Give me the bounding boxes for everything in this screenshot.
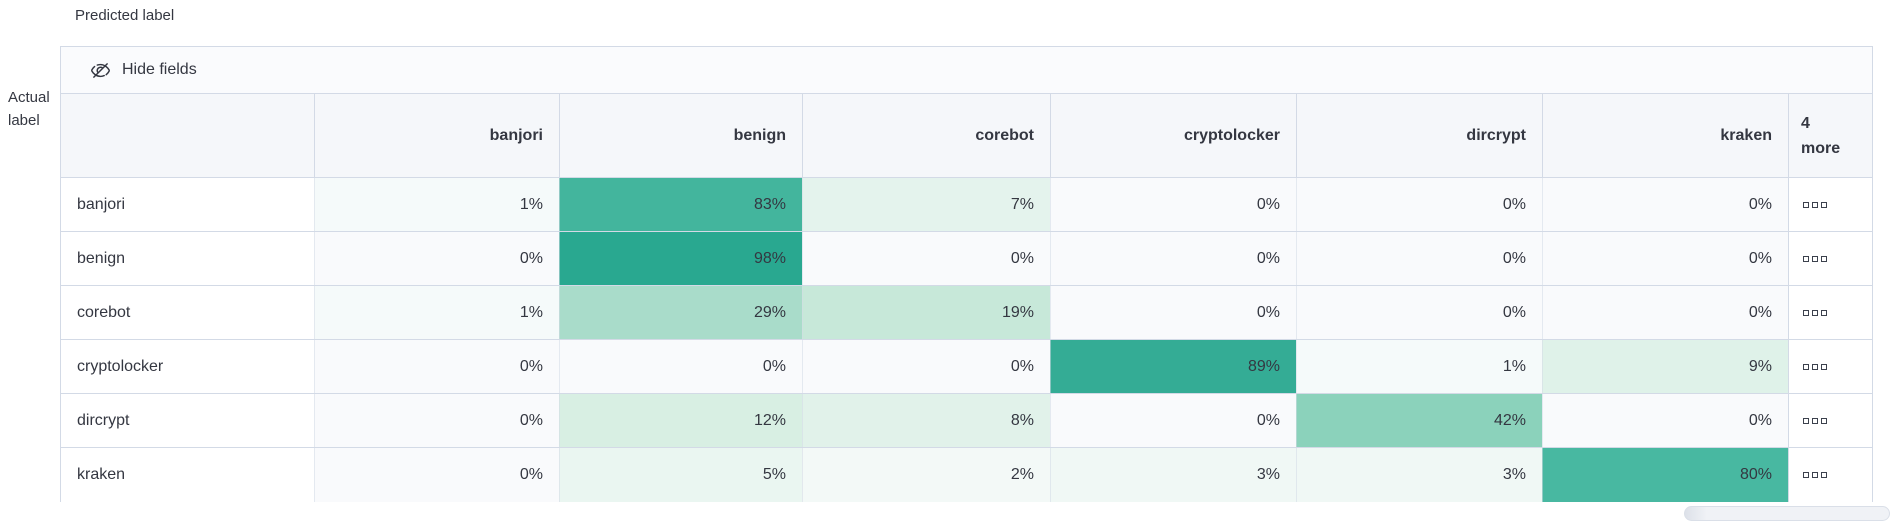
cell-corebot-benign: 29% — [559, 286, 802, 339]
cell-kraken-banjori: 0% — [314, 448, 559, 502]
grid-header-row: banjori benign corebot cryptolocker dircrypt… — [61, 94, 1872, 178]
boxes-horizontal-icon — [1803, 363, 1827, 370]
more-values-button-corebot[interactable] — [1788, 286, 1872, 339]
cell-benign-kraken: 0% — [1542, 232, 1788, 285]
cell-dircrypt-dircrypt: 42% — [1296, 394, 1542, 447]
matrix-row-kraken: kraken 0% 5% 2% 3% 3% 80% — [61, 448, 1872, 502]
cell-benign-corebot: 0% — [802, 232, 1050, 285]
cell-benign-cryptolocker: 0% — [1050, 232, 1296, 285]
cell-banjori-dircrypt: 0% — [1296, 178, 1542, 231]
actual-axis-label: Actual label — [8, 86, 50, 132]
grid-body: banjori 1% 83% 7% 0% 0% 0% benign 0% 98% 0% 0% 0% 0% c… — [61, 178, 1872, 502]
matrix-row-benign: benign 0% 98% 0% 0% 0% 0% — [61, 232, 1872, 286]
cell-banjori-benign: 83% — [559, 178, 802, 231]
cell-banjori-corebot: 7% — [802, 178, 1050, 231]
cell-cryptolocker-banjori: 0% — [314, 340, 559, 393]
cell-benign-banjori: 0% — [314, 232, 559, 285]
cell-banjori-kraken: 0% — [1542, 178, 1788, 231]
row-label-cryptolocker: cryptolocker — [61, 340, 314, 393]
cell-dircrypt-banjori: 0% — [314, 394, 559, 447]
column-header-corebot: corebot — [802, 94, 1050, 177]
boxes-horizontal-icon — [1803, 201, 1827, 208]
column-header-more[interactable]: 4 more — [1788, 94, 1872, 177]
column-header-benign: benign — [559, 94, 802, 177]
confusion-matrix-grid: Hide fields banjori benign corebot cryptolo… — [60, 46, 1873, 502]
cell-cryptolocker-dircrypt: 1% — [1296, 340, 1542, 393]
cell-banjori-banjori: 1% — [314, 178, 559, 231]
corner-cell — [61, 94, 314, 177]
cell-benign-dircrypt: 0% — [1296, 232, 1542, 285]
matrix-row-cryptolocker: cryptolocker 0% 0% 0% 89% 1% 9% — [61, 340, 1872, 394]
row-label-benign: benign — [61, 232, 314, 285]
boxes-horizontal-icon — [1803, 255, 1827, 262]
cell-cryptolocker-kraken: 9% — [1542, 340, 1788, 393]
cell-dircrypt-cryptolocker: 0% — [1050, 394, 1296, 447]
cell-corebot-dircrypt: 0% — [1296, 286, 1542, 339]
cell-kraken-benign: 5% — [559, 448, 802, 502]
cell-corebot-corebot: 19% — [802, 286, 1050, 339]
row-label-dircrypt: dircrypt — [61, 394, 314, 447]
column-header-banjori: banjori — [314, 94, 559, 177]
more-count: 4 — [1801, 114, 1810, 132]
column-header-cryptolocker: cryptolocker — [1050, 94, 1296, 177]
matrix-row-dircrypt: dircrypt 0% 12% 8% 0% 42% 0% — [61, 394, 1872, 448]
cell-kraken-corebot: 2% — [802, 448, 1050, 502]
more-values-button-cryptolocker[interactable] — [1788, 340, 1872, 393]
row-label-kraken: kraken — [61, 448, 314, 502]
row-label-corebot: corebot — [61, 286, 314, 339]
cell-dircrypt-corebot: 8% — [802, 394, 1050, 447]
hide-fields-label: Hide fields — [122, 61, 197, 78]
more-values-button-kraken[interactable] — [1788, 448, 1872, 502]
cell-kraken-kraken: 80% — [1542, 448, 1788, 502]
matrix-row-corebot: corebot 1% 29% 19% 0% 0% 0% — [61, 286, 1872, 340]
cell-dircrypt-kraken: 0% — [1542, 394, 1788, 447]
cell-dircrypt-benign: 12% — [559, 394, 802, 447]
boxes-horizontal-icon — [1803, 472, 1827, 478]
more-values-button-banjori[interactable] — [1788, 178, 1872, 231]
more-values-button-dircrypt[interactable] — [1788, 394, 1872, 447]
cell-corebot-kraken: 0% — [1542, 286, 1788, 339]
cell-kraken-dircrypt: 3% — [1296, 448, 1542, 502]
boxes-horizontal-icon — [1803, 417, 1827, 424]
cell-corebot-banjori: 1% — [314, 286, 559, 339]
horizontal-scrollbar[interactable] — [1684, 506, 1890, 521]
eye-closed-icon — [91, 61, 110, 80]
column-header-dircrypt: dircrypt — [1296, 94, 1542, 177]
cell-cryptolocker-benign: 0% — [559, 340, 802, 393]
matrix-row-banjori: banjori 1% 83% 7% 0% 0% 0% — [61, 178, 1872, 232]
cell-cryptolocker-cryptolocker: 89% — [1050, 340, 1296, 393]
more-label: more — [1801, 139, 1841, 157]
column-header-kraken: kraken — [1542, 94, 1788, 177]
actual-axis-label-line1: Actual — [8, 89, 50, 106]
cell-corebot-cryptolocker: 0% — [1050, 286, 1296, 339]
boxes-horizontal-icon — [1803, 309, 1827, 316]
cell-benign-benign: 98% — [559, 232, 802, 285]
row-label-banjori: banjori — [61, 178, 314, 231]
cell-kraken-cryptolocker: 3% — [1050, 448, 1296, 502]
cell-cryptolocker-corebot: 0% — [802, 340, 1050, 393]
actual-axis-label-line2: label — [8, 112, 40, 129]
hide-fields-button[interactable]: Hide fields — [61, 47, 1872, 94]
more-values-button-benign[interactable] — [1788, 232, 1872, 285]
predicted-axis-label: Predicted label — [75, 7, 175, 24]
cell-banjori-cryptolocker: 0% — [1050, 178, 1296, 231]
